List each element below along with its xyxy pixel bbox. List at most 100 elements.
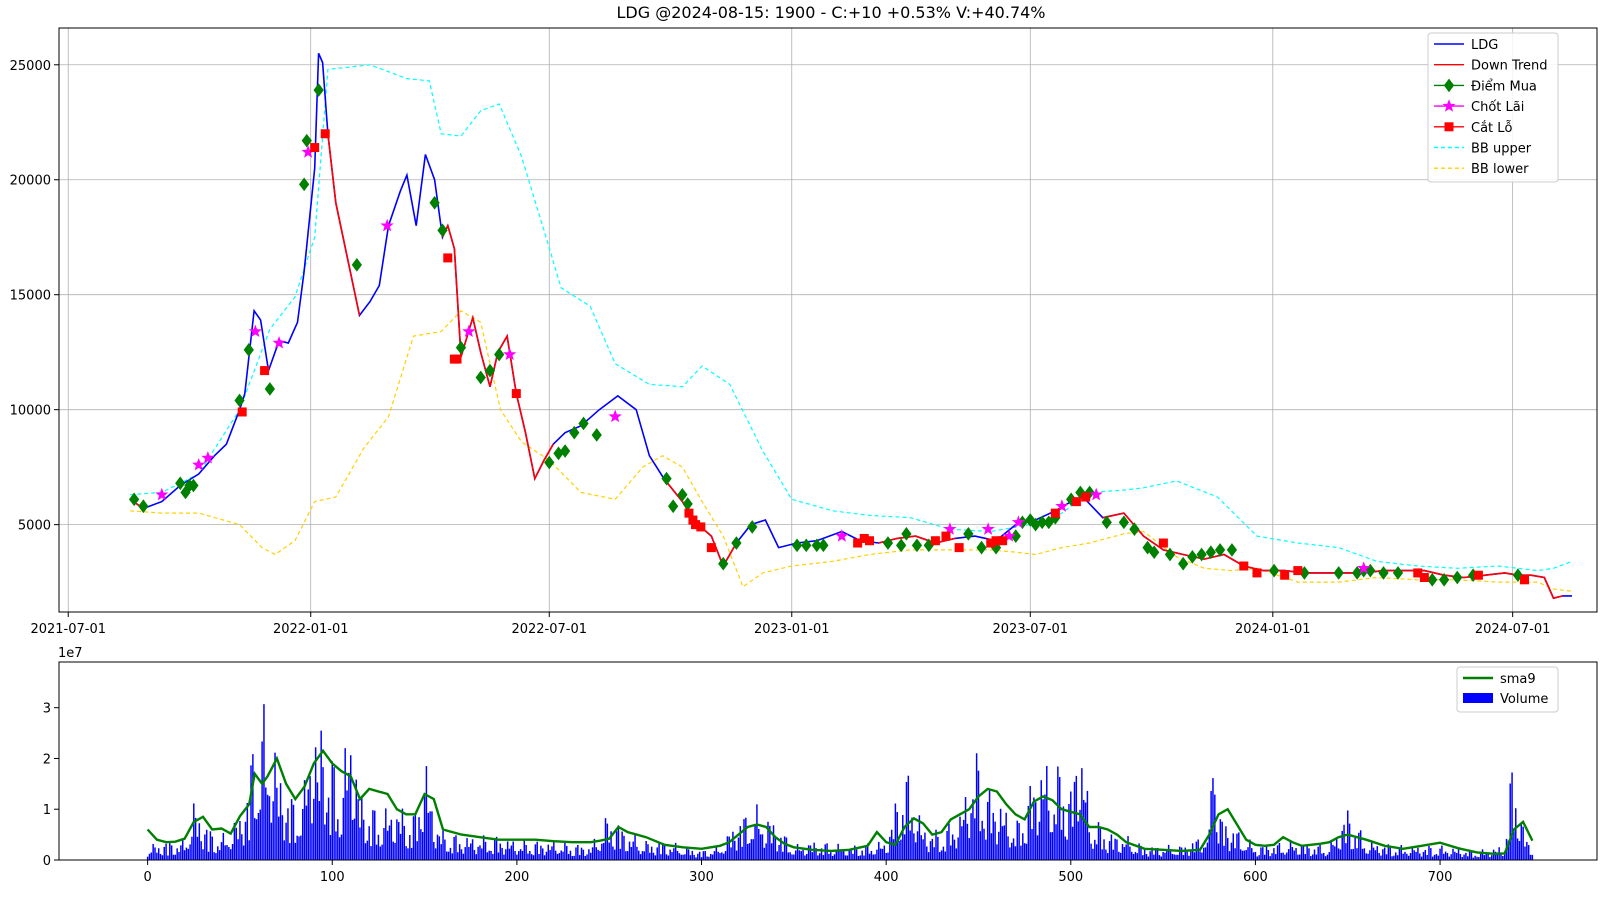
volume-bar [571,856,574,860]
volume-bar [1007,836,1009,860]
volume-bar [1407,855,1410,860]
volume-bar [1465,852,1467,860]
buy-marker [429,195,440,210]
volume-bar [1166,850,1168,860]
volume-bar [1359,830,1362,860]
volume-bar [719,853,721,860]
buy-marker [1164,547,1176,562]
volume-bar [964,797,967,860]
volume-bar [597,849,599,860]
volume-panel: 1e7 0 1 2 3 0 100 200 300 400 500 600 700 sma9 Volu… [43,646,1598,885]
volume-bar [662,843,664,860]
stop-loss-marker [511,389,521,399]
volume-bar [383,828,385,860]
volume-bar [830,852,832,860]
volume-bar [656,847,658,860]
volume-bar [161,855,164,860]
volume-bar [1393,855,1395,860]
volume-bar [876,849,878,860]
date-x-tick-label: 2021-07-01 [30,622,106,637]
volume-bar [1077,821,1079,860]
buy-marker [718,556,729,571]
volume-bar [667,855,670,860]
volume-bar [1324,856,1327,860]
buy-marker [299,177,310,192]
volume-bar [612,846,614,860]
volume-bar [1097,822,1100,860]
take-profit-marker [981,522,995,535]
volume-bar [822,855,825,860]
take-profit-marker [1089,487,1103,501]
volume-bar [193,803,195,860]
volume-bar [913,833,915,860]
stop-loss-marker [853,538,863,548]
volume-bar [739,826,742,860]
volume-bar [691,850,694,860]
volume-bar [514,851,516,860]
volume-bar [466,838,468,860]
volume-bar [235,827,237,860]
volume-bar [745,817,747,860]
volume-bar [309,776,311,860]
volume-bar [556,853,559,860]
volume-bar [486,852,489,860]
volume-bar [449,847,452,860]
buy-marker [911,538,923,553]
volume-bar [1088,832,1090,860]
volume-bar [937,836,939,860]
volume-bar [918,815,921,860]
volume-bar [215,853,217,860]
volume-bar [741,846,743,860]
volume-bar [1221,821,1223,860]
stop-loss-marker [443,253,453,263]
volume-bar [1483,855,1486,860]
buy-marker [963,526,974,541]
volume-bar [852,853,854,860]
volume-bar [296,835,298,860]
volume-bar [1081,768,1083,860]
volume-bar [1112,849,1114,860]
volume-bar [1053,814,1055,860]
volume-bar [1317,846,1319,860]
buy-marker [1438,572,1450,587]
volume-bar [189,844,191,860]
volume-bar [586,854,588,860]
down-trend-line [878,535,956,544]
volume-bar [1226,837,1229,860]
volume-bar [1044,794,1046,860]
volume-bar [344,748,346,860]
volume-bar [1335,838,1338,860]
price-y-axis: 5000 10000 15000 20000 25000 [10,59,59,534]
take-profit-marker [608,409,622,423]
volume-bar [996,844,998,860]
volume-bar [259,809,261,860]
stop-loss-marker [452,354,462,364]
volume-bar [639,854,642,860]
volume-bar [674,842,677,860]
volume-bar [1145,854,1148,860]
volume-bar [1177,854,1179,860]
volume-bar [1125,844,1127,860]
volume-bar [1472,857,1475,860]
volume-bar [542,848,544,860]
volume-bar [204,834,206,860]
volume-bar [1424,849,1427,860]
volume-bar [638,850,640,860]
volume-bar [580,847,583,860]
volume-bar [961,826,963,860]
volume-bar [1313,849,1316,860]
volume-bar [1522,826,1524,860]
volume-bar [1476,856,1478,860]
volume-bar [1147,856,1150,860]
volume-bar [722,853,725,860]
volume-bar [828,853,830,860]
volume-bar [1012,838,1015,860]
volume-bar [737,837,740,860]
volume-bar [601,843,603,860]
volume-bar [1108,841,1111,860]
volume-bar [241,834,243,860]
take-profit-marker [943,522,957,535]
volume-bar [1308,848,1310,860]
volume-bar [453,837,455,860]
volume-bar [994,821,996,860]
